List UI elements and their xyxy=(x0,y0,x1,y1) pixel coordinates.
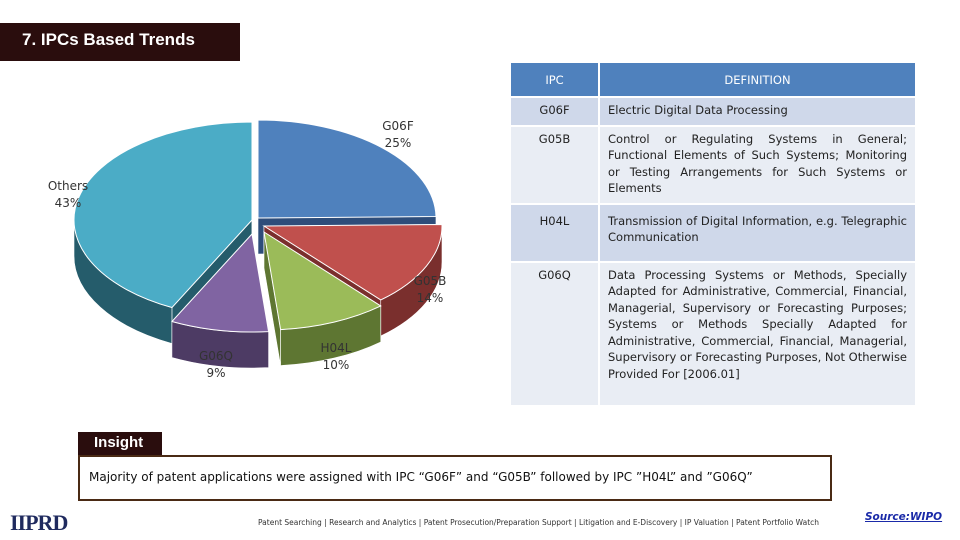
pie-slice-g06q xyxy=(171,232,270,333)
table-header-ipc: IPC xyxy=(511,63,600,98)
page-title: 7. IPCs Based Trends xyxy=(0,23,240,61)
footer-services: Patent Searching | Research and Analytic… xyxy=(258,518,820,527)
ipc-code-cell: H04L xyxy=(511,203,600,263)
table-row: G05B Control or Regulating Systems in Ge… xyxy=(511,125,917,205)
pie-label-h04l: H04L 10% xyxy=(321,341,352,372)
pie-slice-g05b xyxy=(262,223,443,301)
ipc-code-cell: G06Q xyxy=(511,261,600,407)
source-link[interactable]: Source:WIPO xyxy=(865,511,943,523)
company-logo: IIPRD xyxy=(10,510,68,535)
ipc-definition-cell: Electric Digital Data Processing xyxy=(599,97,917,127)
table-header-definition: DEFINITION xyxy=(599,63,917,98)
table-row: G06Q Data Processing Systems or Methods,… xyxy=(511,261,917,407)
ipc-code-cell: G06F xyxy=(511,97,600,127)
pie-slice-others xyxy=(73,121,253,309)
insight-label: Insight xyxy=(78,432,162,455)
table-header-row: IPC DEFINITION xyxy=(511,63,917,98)
pie-slice-g06f xyxy=(257,119,437,219)
ipc-code-cell: G05B xyxy=(511,125,600,205)
insight-text: Majority of patent applications were ass… xyxy=(78,455,832,501)
pie-label-others: Others 43% xyxy=(48,179,88,210)
table-row: G06F Electric Digital Data Processing xyxy=(511,97,917,127)
pie-label-g05b: G05B 14% xyxy=(414,274,447,305)
ipc-definition-cell: Data Processing Systems or Methods, Spec… xyxy=(599,261,917,407)
pie-label-g06f: G06F 25% xyxy=(382,119,414,150)
ipc-definition-cell: Transmission of Digital Information, e.g… xyxy=(599,203,917,263)
pie-slice-h04l xyxy=(263,230,382,331)
ipc-definition-table: IPC DEFINITION G06F Electric Digital Dat… xyxy=(511,63,917,407)
pie-chart: G06F 25% G05B 14% H04L 10% G06Q 9% Others 43% xyxy=(48,119,447,380)
table-row: H04L Transmission of Digital Information… xyxy=(511,203,917,263)
ipc-definition-cell: Control or Regulating Systems in General… xyxy=(599,125,917,205)
pie-label-g06q: G06Q 9% xyxy=(199,349,233,380)
